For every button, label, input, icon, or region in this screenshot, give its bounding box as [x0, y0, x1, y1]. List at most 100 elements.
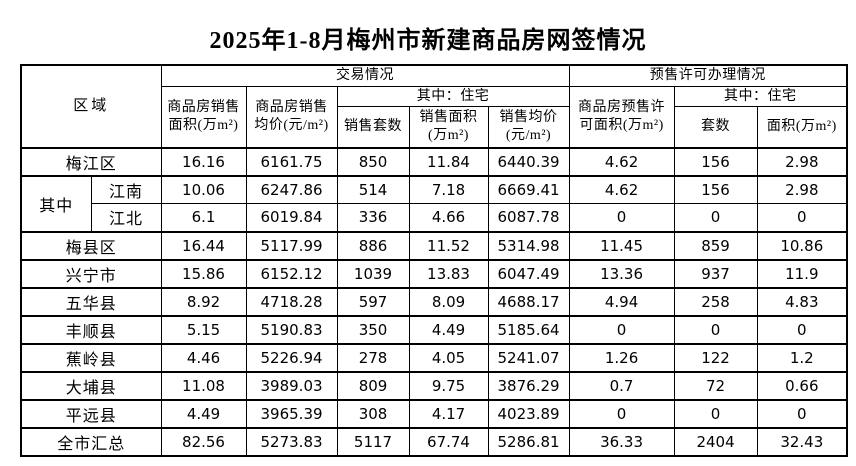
value-cell: 4.62 — [568, 146, 675, 176]
value-cell: 0.66 — [756, 370, 848, 400]
value-cell: 11.84 — [408, 146, 489, 176]
value-cell: 258 — [673, 286, 758, 316]
value-cell: 3876.29 — [487, 370, 570, 400]
value-cell: 6.1 — [160, 203, 247, 232]
value-cell: 4023.89 — [487, 398, 570, 428]
value-cell: 597 — [336, 286, 410, 316]
value-cell: 278 — [336, 342, 410, 372]
value-cell: 11.08 — [160, 370, 247, 400]
region-cell: 大埔县 — [20, 370, 162, 400]
value-cell: 4.83 — [756, 286, 848, 316]
value-cell: 16.44 — [160, 230, 247, 260]
value-cell: 5185.64 — [487, 314, 570, 344]
region-cell: 梅县区 — [20, 230, 162, 260]
value-cell: 2.98 — [756, 174, 848, 204]
value-cell: 3989.03 — [245, 370, 338, 400]
column-group-residential-presale: 其中：住宅 — [673, 85, 848, 107]
value-cell: 4.05 — [408, 342, 489, 372]
value-cell: 5.15 — [160, 314, 247, 344]
value-cell: 0 — [756, 203, 848, 232]
value-cell: 886 — [336, 230, 410, 260]
column-header-presale-area: 商品房预售许可面积(万m²) — [568, 85, 675, 148]
value-cell: 4.94 — [568, 286, 675, 316]
value-cell: 6047.49 — [487, 258, 570, 288]
table-row: 兴宁市 15.86 6152.12 1039 13.83 6047.49 13.… — [20, 258, 848, 288]
column-group-presale: 预售许可办理情况 — [568, 64, 848, 87]
value-cell: 10.86 — [756, 230, 848, 260]
region-cell: 五华县 — [20, 286, 162, 316]
value-cell: 5241.07 — [487, 342, 570, 372]
value-cell: 5226.94 — [245, 342, 338, 372]
value-cell: 0 — [568, 314, 675, 344]
table-row: 大埔县 11.08 3989.03 809 9.75 3876.29 0.7 7… — [20, 370, 848, 400]
region-cell: 梅江区 — [20, 146, 162, 176]
value-cell: 2404 — [673, 426, 758, 456]
region-cell: 江北 — [90, 203, 162, 232]
region-cell: 全市汇总 — [20, 426, 162, 456]
value-cell: 1.2 — [756, 342, 848, 372]
value-cell: 1.26 — [568, 342, 675, 372]
column-header-presale-res-area: 面积(万m²) — [756, 106, 848, 148]
region-cell: 江南 — [90, 174, 162, 204]
value-cell: 6161.75 — [245, 146, 338, 176]
value-cell: 4.62 — [568, 174, 675, 204]
table-row-total: 全市汇总 82.56 5273.83 5117 67.74 5286.81 36… — [20, 426, 848, 456]
table-row: 梅江区 16.16 6161.75 850 11.84 6440.39 4.62… — [20, 146, 848, 176]
region-cell: 兴宁市 — [20, 258, 162, 288]
value-cell: 156 — [673, 174, 758, 204]
value-cell: 8.09 — [408, 286, 489, 316]
value-cell: 937 — [673, 258, 758, 288]
value-cell: 350 — [336, 314, 410, 344]
value-cell: 0 — [673, 398, 758, 428]
value-cell: 4.46 — [160, 342, 247, 372]
value-cell: 13.83 — [408, 258, 489, 288]
value-cell: 308 — [336, 398, 410, 428]
table-row: 五华县 8.92 4718.28 597 8.09 4688.17 4.94 2… — [20, 286, 848, 316]
column-group-residential-transaction: 其中：住宅 — [336, 85, 570, 107]
value-cell: 5117.99 — [245, 230, 338, 260]
column-header-sales-avg-price: 商品房销售均价(元/m²) — [245, 85, 338, 148]
value-cell: 67.74 — [408, 426, 489, 456]
value-cell: 0 — [673, 203, 758, 232]
column-header-region: 区域 — [20, 64, 162, 148]
statistics-table: 区域 交易情况 预售许可办理情况 商品房销售面积(万m²) 商品房销售均价(元/… — [20, 64, 849, 457]
page-title: 2025年1-8月梅州市新建商品房网签情况 — [209, 28, 647, 54]
value-cell: 82.56 — [160, 426, 247, 456]
value-cell: 6152.12 — [245, 258, 338, 288]
value-cell: 8.92 — [160, 286, 247, 316]
region-cell: 蕉岭县 — [20, 342, 162, 372]
column-header-res-sales-area: 销售面积(万m²) — [408, 106, 489, 148]
value-cell: 11.52 — [408, 230, 489, 260]
value-cell: 0 — [756, 314, 848, 344]
table-row: 梅县区 16.44 5117.99 886 11.52 5314.98 11.4… — [20, 230, 848, 260]
value-cell: 5273.83 — [245, 426, 338, 456]
column-group-transaction: 交易情况 — [160, 64, 570, 87]
value-cell: 6440.39 — [487, 146, 570, 176]
value-cell: 6019.84 — [245, 203, 338, 232]
value-cell: 0 — [673, 314, 758, 344]
value-cell: 5314.98 — [487, 230, 570, 260]
table-row: 蕉岭县 4.46 5226.94 278 4.05 5241.07 1.26 1… — [20, 342, 848, 372]
region-cell: 丰顺县 — [20, 314, 162, 344]
value-cell: 0.7 — [568, 370, 675, 400]
header-row-1: 区域 交易情况 预售许可办理情况 — [20, 64, 848, 148]
value-cell: 9.75 — [408, 370, 489, 400]
value-cell: 3965.39 — [245, 398, 338, 428]
value-cell: 4718.28 — [245, 286, 338, 316]
value-cell: 5117 — [336, 426, 410, 456]
table-row: 其中 江南 10.06 6247.86 514 7.18 6669.41 4.6… — [20, 174, 848, 232]
value-cell: 5190.83 — [245, 314, 338, 344]
value-cell: 4.49 — [160, 398, 247, 428]
value-cell: 850 — [336, 146, 410, 176]
value-cell: 5286.81 — [487, 426, 570, 456]
value-cell: 72 — [673, 370, 758, 400]
value-cell: 514 — [336, 174, 410, 204]
value-cell: 13.36 — [568, 258, 675, 288]
value-cell: 16.16 — [160, 146, 247, 176]
region-group-cell: 其中 — [20, 174, 92, 232]
value-cell: 11.9 — [756, 258, 848, 288]
value-cell: 4.66 — [408, 203, 489, 232]
value-cell: 4688.17 — [487, 286, 570, 316]
value-cell: 32.43 — [756, 426, 848, 456]
